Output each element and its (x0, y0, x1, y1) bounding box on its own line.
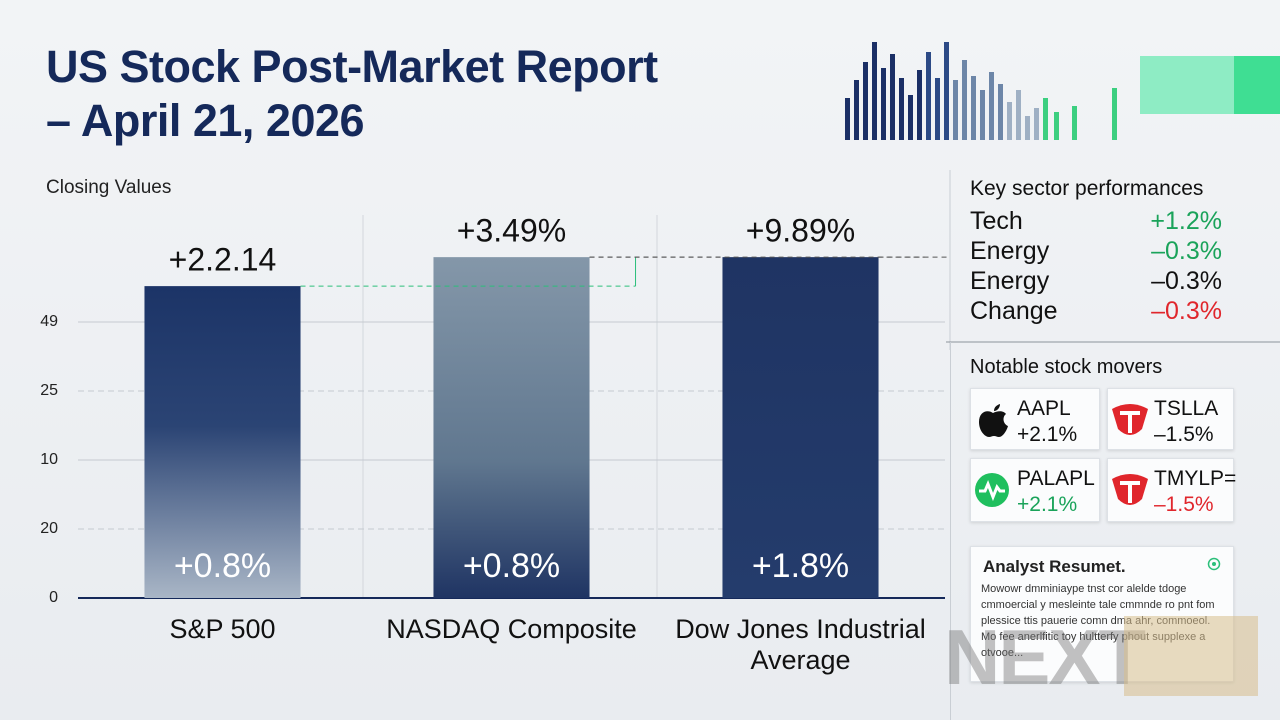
mover-card: TMYLP= –1.5% (1107, 458, 1237, 522)
bar-bottom-label: +0.8% (463, 547, 560, 585)
icon (975, 473, 1009, 507)
sector-name: Energy (970, 237, 1050, 265)
mover-change: –1.5% (1154, 493, 1214, 516)
sector-row: Tech +1.2% (970, 207, 1222, 237)
sector-name: Tech (970, 207, 1023, 235)
note-title: Analyst Resumet. (983, 557, 1126, 576)
bar (144, 286, 301, 598)
bar (433, 257, 590, 598)
mover-card: TSLLA –1.5% (1107, 388, 1234, 450)
sector-row: Change –0.3% (970, 297, 1222, 327)
mover-ticker: PALAPL (1017, 467, 1095, 490)
sector-value: +1.2% (1150, 207, 1222, 235)
bar-top-label: +2.2.14 (169, 242, 277, 278)
movers-title: Notable stock movers (970, 356, 1163, 378)
chart-title: Closing Values (46, 177, 172, 198)
y-tick-label: 0 (49, 589, 58, 606)
y-tick-label: 49 (40, 313, 58, 330)
mover-card: PALAPL +2.1% (970, 458, 1100, 522)
y-tick-label: 10 (40, 451, 58, 468)
watermark: NEXT (944, 613, 1146, 701)
bar-top-label: +9.89% (746, 213, 855, 249)
sector-name: Change (970, 297, 1058, 325)
sector-value: –0.3% (1151, 297, 1222, 325)
sector-value: –0.3% (1151, 267, 1222, 295)
bar-top-label: +3.49% (457, 213, 566, 249)
x-tick-label: NASDAQ Composite (386, 614, 637, 644)
sector-row: Energy –0.3% (970, 237, 1222, 267)
page-title: US Stock Post-Market Report – April 21, … (46, 41, 658, 146)
icon (1207, 557, 1221, 571)
watermark-logo (1124, 616, 1258, 696)
icon (979, 404, 1008, 437)
sector-title: Key sector performances (970, 177, 1204, 200)
sector-row: Energy –0.3% (970, 267, 1222, 297)
y-tick-label: 25 (40, 382, 58, 399)
bar-bottom-label: +0.8% (174, 547, 271, 585)
sector-name: Energy (970, 267, 1050, 295)
sector-value: –0.3% (1151, 237, 1222, 265)
divider (950, 342, 951, 720)
icon (1112, 404, 1148, 435)
panel-frame (946, 170, 1280, 350)
mover-card: AAPL +2.1% (970, 388, 1100, 450)
x-tick-label: S&P 500 (169, 614, 276, 644)
y-tick-label: 20 (40, 520, 58, 537)
x-tick-label: Dow Jones Industrial Average (675, 614, 926, 675)
bar-bottom-label: +1.8% (752, 547, 849, 585)
mover-ticker: TSLLA (1154, 397, 1219, 420)
mover-change: +2.1% (1017, 493, 1078, 516)
mover-change: +2.1% (1017, 423, 1078, 446)
mover-change: –1.5% (1154, 423, 1214, 446)
bar (722, 257, 879, 598)
mover-ticker: TMYLP= (1154, 467, 1237, 490)
decoration (845, 42, 1280, 140)
icon (1112, 474, 1148, 505)
chart: 0 20 10 25 49 +2.2.14 +0.8% +3.49% +0.8% +9.89% +1… (40, 213, 950, 606)
mover-ticker: AAPL (1017, 397, 1071, 420)
